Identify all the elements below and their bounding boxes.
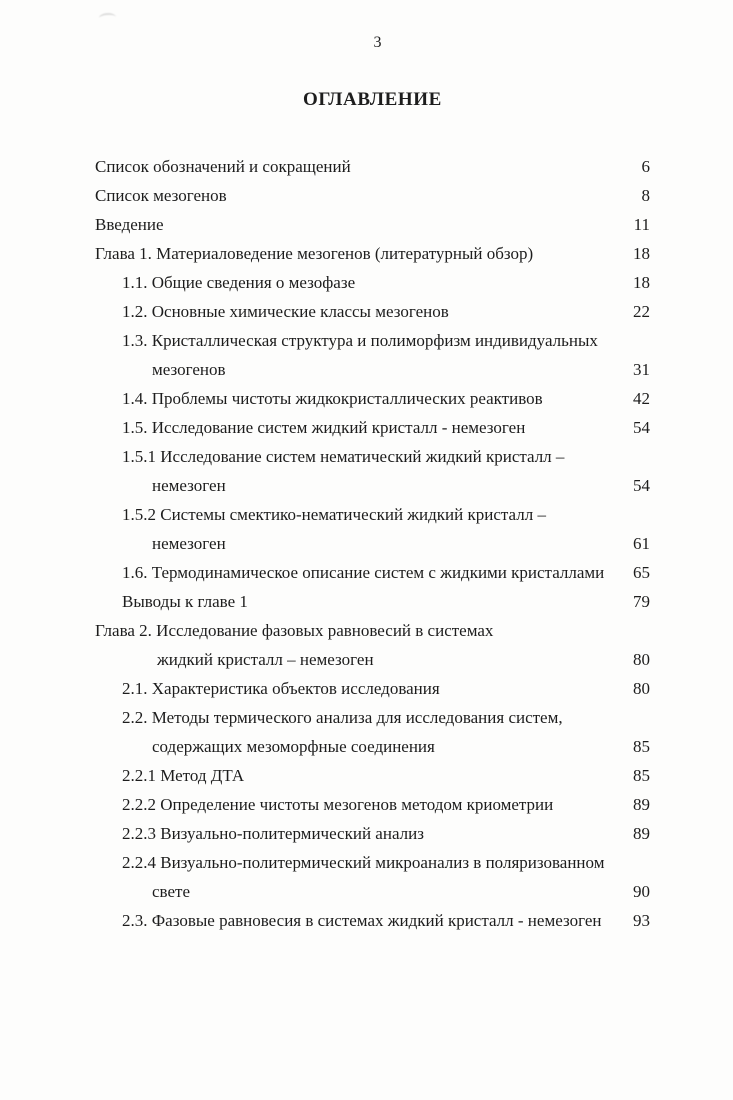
toc-entry-text: 2.1. Характеристика объектов исследовани… [95, 674, 619, 703]
toc-entry: 2.2. Методы термического анализа для исс… [95, 703, 650, 761]
table-of-contents: Список обозначений и сокращений 6 Список м… [95, 152, 650, 935]
toc-entry-line-continuation: свете [152, 882, 190, 901]
toc-entry-text: 1.2. Основные химические классы мезогено… [95, 297, 619, 326]
toc-entry-page-number: 85 [633, 737, 650, 756]
toc-entry: 1.5.1 Исследование систем нематический ж… [95, 442, 650, 500]
toc-entry: 1.5. Исследование систем жидкий кристалл… [95, 413, 650, 442]
toc-entry: 1.3. Кристаллическая структура и полимор… [95, 326, 650, 384]
toc-entry: 1.1. Общие сведения о мезофазе 18 [95, 268, 650, 297]
toc-entry-page-number: 79 [633, 592, 650, 611]
toc-entry-text: 2.3. Фазовые равновесия в системах жидки… [95, 906, 619, 935]
toc-entry-page-number: 61 [633, 534, 650, 553]
toc-entry: 1.5.2 Системы смектико-нематический жидк… [95, 500, 650, 558]
toc-entry: 2.2.4 Визуально-политермический микроана… [95, 848, 650, 906]
page-number: 3 [373, 34, 382, 51]
toc-entry-text: 2.2.4 Визуально-политермический микроана… [95, 848, 619, 906]
toc-entry: 2.2.1 Метод ДТА 85 [95, 761, 650, 790]
toc-entry: 1.2. Основные химические классы мезогено… [95, 297, 650, 326]
toc-entry-line: 2.3. Фазовые равновесия в системах жидки… [122, 911, 602, 930]
toc-entry-text: 1.1. Общие сведения о мезофазе [95, 268, 619, 297]
toc-entry-text: Список обозначений и сокращений [95, 152, 619, 181]
toc-entry-page-number: 22 [633, 302, 650, 321]
toc-title: ОГЛАВЛЕНИЕ [303, 89, 442, 110]
toc-entry-page-number: 18 [633, 244, 650, 263]
toc-entry-line: 1.4. Проблемы чистоты жидкокристаллическ… [122, 389, 543, 408]
toc-entry-line: 1.5. Исследование систем жидкий кристалл… [122, 418, 526, 437]
toc-entry-text: 1.5.2 Системы смектико-нематический жидк… [95, 500, 619, 558]
toc-entry: 2.2.3 Визуально-политермический анализ 89 [95, 819, 650, 848]
toc-entry-line: Глава 2. Исследование фазовых равновесий… [95, 621, 494, 640]
toc-entry-line: 2.2. Методы термического анализа для исс… [122, 708, 563, 727]
toc-entry-text: Введение [95, 210, 619, 239]
toc-entry-page-number: 90 [633, 882, 650, 901]
toc-entry: Глава 1. Материаловедение мезогенов (лит… [95, 239, 650, 268]
toc-entry-text: Глава 1. Материаловедение мезогенов (лит… [95, 239, 619, 268]
toc-entry-line: 1.5.1 Исследование систем нематический ж… [122, 447, 565, 466]
toc-entry-text: 2.2.2 Определение чистоты мезогенов мето… [95, 790, 619, 819]
toc-entry-line-continuation: жидкий кристалл – немезоген [157, 650, 374, 669]
toc-entry-text: 1.6. Термодинамическое описание систем с… [95, 558, 619, 587]
toc-entry-line-continuation: немезоген [152, 534, 226, 553]
toc-entry-line: 1.3. Кристаллическая структура и полимор… [122, 331, 598, 350]
toc-entry: 1.4. Проблемы чистоты жидкокристаллическ… [95, 384, 650, 413]
toc-entry-line-continuation: мезогенов [152, 360, 226, 379]
toc-entry-line: 2.1. Характеристика объектов исследовани… [122, 679, 440, 698]
toc-entry-line: 2.2.3 Визуально-политермический анализ [122, 824, 424, 843]
toc-entry-page-number: 85 [633, 766, 650, 785]
toc-entry-text: 1.3. Кристаллическая структура и полимор… [95, 326, 619, 384]
toc-entry-page-number: 42 [633, 389, 650, 408]
toc-entry-line: Список обозначений и сокращений [95, 157, 351, 176]
toc-entry-line: 1.2. Основные химические классы мезогено… [122, 302, 449, 321]
toc-entry-line: 2.2.2 Определение чистоты мезогенов мето… [122, 795, 554, 814]
scan-smudge-artifact [98, 12, 117, 23]
toc-entry: Список мезогенов 8 [95, 181, 650, 210]
toc-entry: 2.2.2 Определение чистоты мезогенов мето… [95, 790, 650, 819]
toc-entry-text: Выводы к главе 1 [95, 587, 619, 616]
toc-entry-page-number: 93 [633, 911, 650, 930]
toc-entry-page-number: 89 [633, 795, 650, 814]
toc-entry-text: 2.2.3 Визуально-политермический анализ [95, 819, 619, 848]
toc-entry-line: Выводы к главе 1 [122, 592, 248, 611]
toc-entry-page-number: 6 [641, 157, 651, 176]
toc-entry-page-number: 89 [633, 824, 650, 843]
toc-entry-line: 2.2.4 Визуально-политермический микроана… [122, 853, 605, 872]
toc-entry-line-continuation: немезоген [152, 476, 226, 495]
toc-entry-page-number: 11 [633, 215, 650, 234]
toc-entry-line: Список мезогенов [95, 186, 227, 205]
toc-entry-line: Введение [95, 215, 164, 234]
toc-entry-text: Глава 2. Исследование фазовых равновесий… [95, 616, 619, 674]
toc-entry-page-number: 80 [633, 679, 650, 698]
toc-entry-text: 1.5.1 Исследование систем нематический ж… [95, 442, 619, 500]
toc-entry: Глава 2. Исследование фазовых равновесий… [95, 616, 650, 674]
toc-entry: 1.6. Термодинамическое описание систем с… [95, 558, 650, 587]
toc-entry-text: Список мезогенов [95, 181, 619, 210]
toc-entry-text: 2.2. Методы термического анализа для исс… [95, 703, 619, 761]
toc-entry-line: 1.1. Общие сведения о мезофазе [122, 273, 356, 292]
toc-entry-line-continuation: содержащих мезоморфные соединения [152, 737, 435, 756]
toc-entry: Список обозначений и сокращений 6 [95, 152, 650, 181]
toc-entry-page-number: 54 [633, 476, 650, 495]
toc-entry-line: 1.6. Термодинамическое описание систем с… [122, 563, 605, 582]
toc-entry-text: 2.2.1 Метод ДТА [95, 761, 619, 790]
toc-entry-line: Глава 1. Материаловедение мезогенов (лит… [95, 244, 534, 263]
toc-entry-text: 1.4. Проблемы чистоты жидкокристаллическ… [95, 384, 619, 413]
toc-entry: 2.3. Фазовые равновесия в системах жидки… [95, 906, 650, 935]
toc-entry-page-number: 80 [633, 650, 650, 669]
toc-entry-page-number: 8 [641, 186, 651, 205]
toc-entry-page-number: 31 [633, 360, 650, 379]
toc-entry-page-number: 54 [633, 418, 650, 437]
toc-entry-line: 1.5.2 Системы смектико-нематический жидк… [122, 505, 546, 524]
toc-entry-page-number: 18 [633, 273, 650, 292]
toc-entry: Выводы к главе 1 79 [95, 587, 650, 616]
toc-entry: 2.1. Характеристика объектов исследовани… [95, 674, 650, 703]
toc-entry-line: 2.2.1 Метод ДТА [122, 766, 245, 785]
toc-entry-page-number: 65 [633, 563, 650, 582]
toc-entry: Введение 11 [95, 210, 650, 239]
toc-entry-text: 1.5. Исследование систем жидкий кристалл… [95, 413, 619, 442]
